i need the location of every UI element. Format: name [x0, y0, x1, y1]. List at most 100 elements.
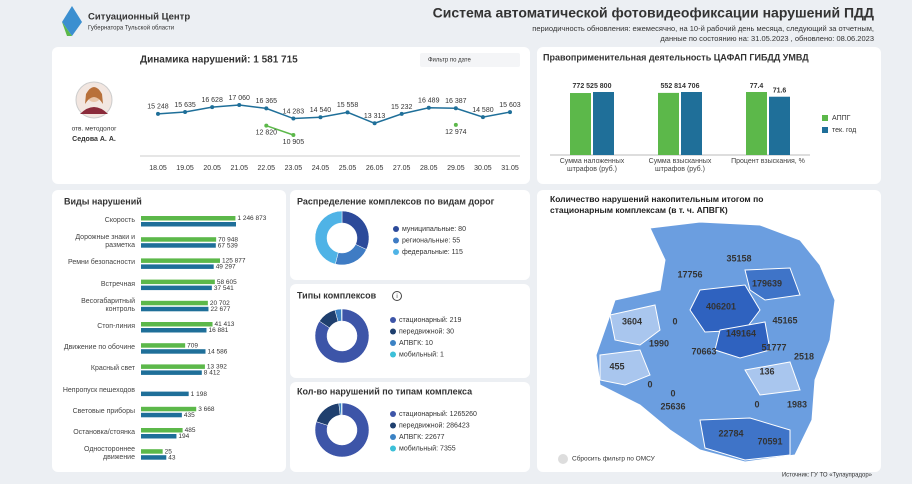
- legend-label: мобильный: 7355: [399, 444, 456, 452]
- data-label: 10 905: [283, 139, 305, 146]
- bar: [141, 413, 182, 418]
- legend-label: АПВГК: 22677: [399, 434, 445, 441]
- point: [237, 103, 241, 107]
- point: [454, 106, 458, 110]
- y-tick-label: Весогабаритный контроль: [55, 298, 135, 314]
- bar: [141, 428, 183, 433]
- bar: [141, 280, 215, 285]
- map-value: 1990: [649, 338, 669, 348]
- x-tick-label: Процент взыскания, %: [728, 158, 808, 166]
- bar: [141, 328, 206, 333]
- map-value: 0: [672, 316, 677, 326]
- data-label: 709: [187, 342, 198, 349]
- map-value: 70663: [691, 346, 716, 356]
- legend-label: региональные: 55: [402, 237, 460, 244]
- bar: [141, 301, 208, 306]
- map-value: 1983: [787, 399, 807, 409]
- data-label: 552 814 706: [661, 83, 700, 90]
- point: [210, 105, 214, 109]
- x-tick-label: 27.05: [393, 165, 411, 172]
- bar: [141, 455, 166, 460]
- bar: [141, 258, 220, 263]
- x-tick-label: 23.05: [285, 165, 303, 172]
- data-label: 16 387: [445, 98, 467, 105]
- bar: [141, 243, 216, 248]
- legend-swatch: [390, 423, 396, 429]
- point: [373, 121, 377, 125]
- map-value: 70591: [757, 436, 782, 446]
- map-value: 2518: [794, 351, 814, 361]
- point: [427, 106, 431, 110]
- data-label: 15 603: [499, 102, 521, 109]
- data-label: 16 628: [201, 97, 223, 104]
- point: [156, 112, 160, 116]
- x-tick-label: 26.05: [366, 165, 384, 172]
- y-tick-label: Световые приборы: [55, 404, 135, 420]
- data-label: 16 489: [418, 98, 440, 105]
- legend-swatch: [390, 446, 396, 452]
- map-value: 17756: [677, 269, 702, 279]
- bar: [141, 370, 202, 375]
- person-name: Седова А. А.: [72, 136, 116, 143]
- legend-swatch: [822, 115, 828, 121]
- legend-swatch: [393, 238, 399, 244]
- data-label: 43: [168, 454, 176, 461]
- donut-segment: [341, 403, 342, 415]
- legend-label: стационарный: 219: [399, 316, 461, 324]
- data-label: 15 248: [147, 104, 169, 111]
- filter-label: Фильтр по дате: [428, 58, 471, 64]
- x-tick-label: Сумма наложенных штрафов (руб.): [552, 158, 632, 174]
- map-value: 25636: [660, 401, 685, 411]
- legend-label: стационарный: 1265260: [399, 410, 477, 418]
- map-value: 406201: [706, 301, 736, 311]
- data-label: 49 297: [216, 264, 236, 271]
- data-label: 3 668: [198, 406, 215, 413]
- point: [264, 106, 268, 110]
- map-value: 51777: [761, 342, 786, 352]
- data-label: 1 246 873: [237, 215, 266, 222]
- y-tick-label: Непропуск пешеходов: [55, 383, 135, 399]
- reset-icon[interactable]: [558, 454, 568, 464]
- y-tick-label: Движение по обочине: [55, 340, 135, 356]
- data-label: 435: [184, 412, 195, 419]
- data-label: 14 283: [283, 108, 305, 115]
- x-tick-label: 29.05: [447, 165, 465, 172]
- data-label: 14 540: [310, 107, 332, 114]
- data-label: 12 820: [256, 130, 278, 137]
- x-tick-label: 21.05: [230, 165, 248, 172]
- y-tick-label: Одностороннее движение: [55, 446, 135, 462]
- bar: [141, 222, 236, 227]
- bar: [141, 449, 163, 454]
- chart-title: Типы комплексов: [297, 290, 377, 300]
- x-tick-label: Сумма взысканных штрафов (руб.): [640, 158, 720, 174]
- legend-swatch: [390, 329, 396, 335]
- x-tick-label: 28.05: [420, 165, 438, 172]
- bar: [141, 392, 189, 397]
- data-label: 13 313: [364, 113, 386, 120]
- data-label: 14 580: [472, 107, 494, 114]
- legend-label: АПВГК: 10: [399, 340, 433, 347]
- map-value: 136: [759, 366, 774, 376]
- legend-swatch: [390, 411, 396, 417]
- map-value: 0: [670, 388, 675, 398]
- y-tick-label: Скорость: [55, 213, 135, 229]
- legend-label: мобильный: 1: [399, 350, 444, 358]
- legend-label: муниципальные: 80: [402, 226, 466, 233]
- bar: [141, 322, 213, 327]
- org: Ситуационный Центр: [88, 12, 190, 23]
- data-label: 17 060: [229, 95, 251, 102]
- map-title: Количество нарушений накопительным итого…: [550, 194, 820, 216]
- point: [291, 133, 295, 137]
- bar: [141, 343, 185, 348]
- bar: [769, 97, 790, 155]
- legend-swatch: [393, 226, 399, 232]
- data-label: 1 198: [191, 391, 208, 398]
- bar: [141, 237, 216, 242]
- dashboard: Ситуационный Центр Губернатора Тульской …: [0, 0, 912, 484]
- legend-label: федеральные: 115: [402, 249, 463, 256]
- chart-title: Кол-во нарушений по типам комплекса: [297, 386, 473, 396]
- data-label: 15 635: [174, 102, 196, 109]
- x-tick-label: 30.05: [474, 165, 492, 172]
- map-value: 179639: [752, 278, 782, 288]
- x-tick-label: 20.05: [203, 165, 221, 172]
